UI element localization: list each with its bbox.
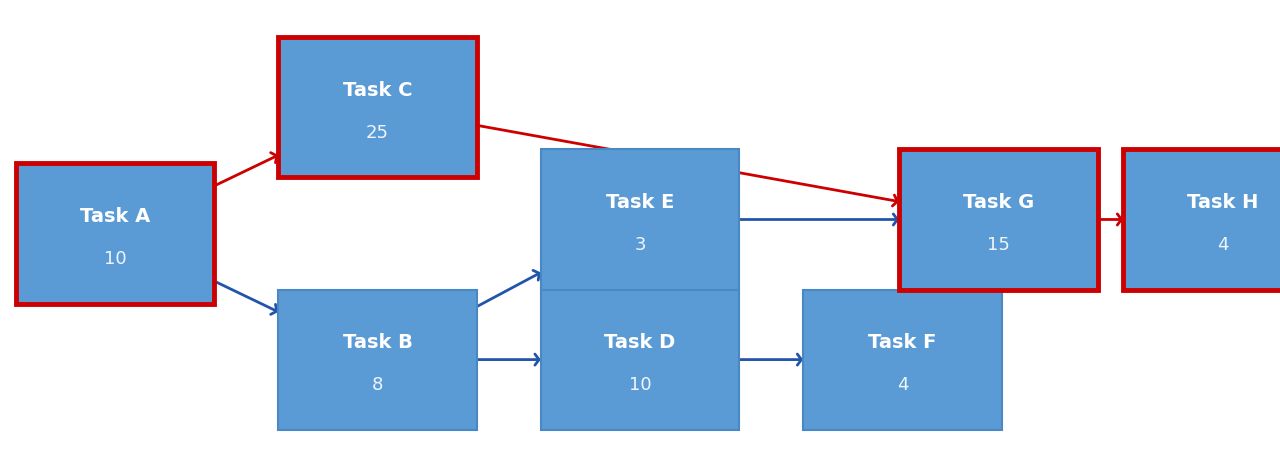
Text: 8: 8 [372, 376, 383, 394]
FancyBboxPatch shape [15, 163, 214, 304]
Text: 10: 10 [104, 250, 127, 268]
FancyBboxPatch shape [1124, 149, 1280, 290]
Text: Task C: Task C [343, 81, 412, 100]
Text: 4: 4 [897, 376, 908, 394]
Text: Task D: Task D [604, 333, 676, 352]
FancyBboxPatch shape [279, 290, 476, 430]
Text: Task H: Task H [1187, 193, 1258, 212]
Text: Task G: Task G [963, 193, 1034, 212]
FancyBboxPatch shape [804, 290, 1001, 430]
Text: Task E: Task E [605, 193, 675, 212]
Text: 25: 25 [366, 124, 389, 142]
Text: Task A: Task A [81, 207, 150, 226]
Text: Task F: Task F [868, 333, 937, 352]
FancyBboxPatch shape [540, 290, 740, 430]
Text: 10: 10 [628, 376, 652, 394]
FancyBboxPatch shape [279, 37, 476, 177]
FancyBboxPatch shape [900, 149, 1098, 290]
Text: 3: 3 [635, 236, 645, 254]
Text: Task B: Task B [343, 333, 412, 352]
FancyBboxPatch shape [540, 149, 740, 290]
Text: 15: 15 [987, 236, 1010, 254]
Text: 4: 4 [1217, 236, 1228, 254]
